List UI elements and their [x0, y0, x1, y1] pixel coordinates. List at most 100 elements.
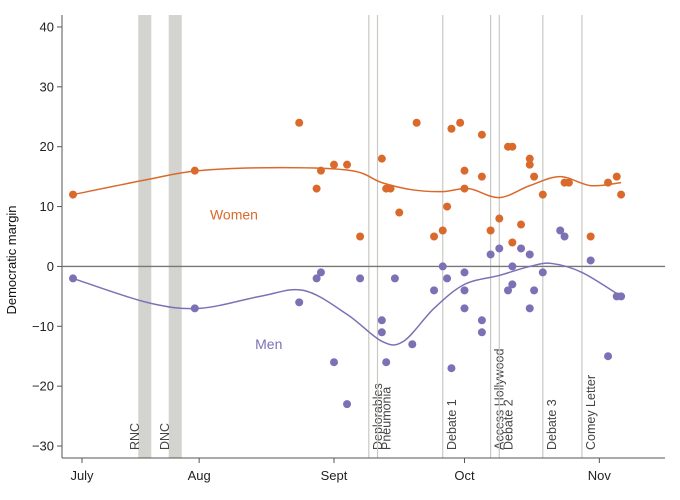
men-point	[69, 274, 77, 283]
men-point	[508, 280, 517, 289]
men-point	[517, 244, 526, 253]
women-point	[564, 178, 573, 187]
debate-2-label: Debate 2	[501, 399, 515, 450]
women-point	[343, 160, 352, 169]
women-point	[486, 226, 495, 235]
men-point	[377, 316, 386, 325]
women-point	[538, 190, 547, 199]
women-point	[312, 184, 321, 193]
x-tick-label: Oct	[454, 468, 475, 483]
men-point	[390, 274, 399, 283]
debate-1-label: Debate 1	[445, 399, 459, 450]
men-point	[408, 340, 417, 349]
men-point	[604, 352, 613, 361]
women-point	[525, 154, 534, 163]
dnc-label: DNC	[158, 423, 172, 450]
men-point	[617, 292, 626, 301]
women-point	[460, 166, 469, 175]
women-point	[530, 172, 539, 181]
women-point	[316, 166, 325, 175]
women-point	[438, 226, 447, 235]
debate-3-label: Debate 3	[545, 399, 559, 450]
men-label: Men	[255, 336, 282, 352]
x-tick-label: Nov	[588, 468, 612, 483]
men-point	[560, 232, 569, 241]
women-point	[477, 130, 486, 139]
men-point	[316, 268, 325, 277]
men-point	[312, 274, 321, 283]
women-point	[477, 172, 486, 181]
men-point	[460, 304, 469, 313]
women-point	[69, 190, 77, 199]
y-tick-label: 0	[47, 259, 54, 274]
men-point	[356, 274, 365, 283]
women-point	[330, 160, 338, 169]
women-point	[395, 208, 404, 217]
men-point	[477, 328, 486, 337]
men-point	[460, 268, 469, 277]
women-point	[586, 232, 595, 241]
women-point	[495, 214, 504, 223]
women-trend-line	[72, 166, 622, 199]
x-tick-label: July	[70, 468, 94, 483]
men-point	[530, 286, 539, 295]
dnc-band	[168, 15, 182, 458]
men-point	[377, 328, 386, 337]
y-tick-label: 20	[40, 139, 54, 154]
y-tick-label: −30	[32, 439, 54, 454]
women-point	[356, 232, 365, 241]
y-axis-title: Democratic margin	[4, 205, 19, 314]
women-point	[443, 202, 452, 211]
women-point	[604, 178, 613, 187]
women-point	[190, 166, 199, 175]
men-point	[586, 256, 595, 265]
men-point	[438, 262, 447, 271]
y-axis-ticks: −30 −20 −10 0 10 20 30 40	[32, 19, 62, 454]
y-tick-label: −10	[32, 319, 54, 334]
men-point	[525, 250, 534, 259]
men-point	[330, 358, 338, 367]
men-point	[495, 244, 504, 253]
women-point	[377, 154, 386, 163]
men-trend-line	[72, 262, 622, 346]
men-point	[447, 364, 456, 373]
men-point	[295, 298, 304, 307]
women-point	[412, 118, 421, 127]
women-point	[447, 124, 456, 133]
x-tick-label: Aug	[188, 468, 211, 483]
rnc-label: RNC	[128, 423, 142, 450]
men-point	[486, 250, 495, 259]
event-lines: DeplorablesPneumoniaDebate 1Access Holly…	[368, 15, 598, 458]
women-point	[612, 172, 621, 181]
women-point	[456, 118, 465, 127]
data-points	[69, 118, 626, 409]
y-tick-label: 10	[40, 199, 54, 214]
women-point	[508, 238, 517, 247]
women-point	[295, 118, 304, 127]
men-point	[430, 286, 439, 295]
men-point	[190, 304, 199, 313]
men-point	[538, 268, 547, 277]
trend-lines	[72, 166, 622, 346]
men-point	[443, 274, 452, 283]
women-point	[460, 184, 469, 193]
men-point	[460, 286, 469, 295]
y-tick-label: −20	[32, 379, 54, 394]
men-point	[343, 400, 352, 409]
women-label: Women	[210, 207, 258, 223]
women-point	[508, 142, 517, 151]
convention-bands: RNC DNC	[128, 15, 182, 458]
men-point	[477, 316, 486, 325]
men-point	[556, 226, 565, 235]
women-point	[617, 190, 626, 199]
series-labels: Women Men	[210, 207, 282, 352]
women-point	[386, 184, 395, 193]
x-tick-label: Sept	[321, 468, 348, 483]
men-point	[525, 304, 534, 313]
women-point	[517, 220, 526, 229]
y-tick-label: 40	[40, 19, 54, 34]
pneumonia-label: Pneumonia	[380, 387, 394, 450]
comey-letter-label: Comey Letter	[584, 375, 598, 450]
rnc-band	[138, 15, 152, 458]
